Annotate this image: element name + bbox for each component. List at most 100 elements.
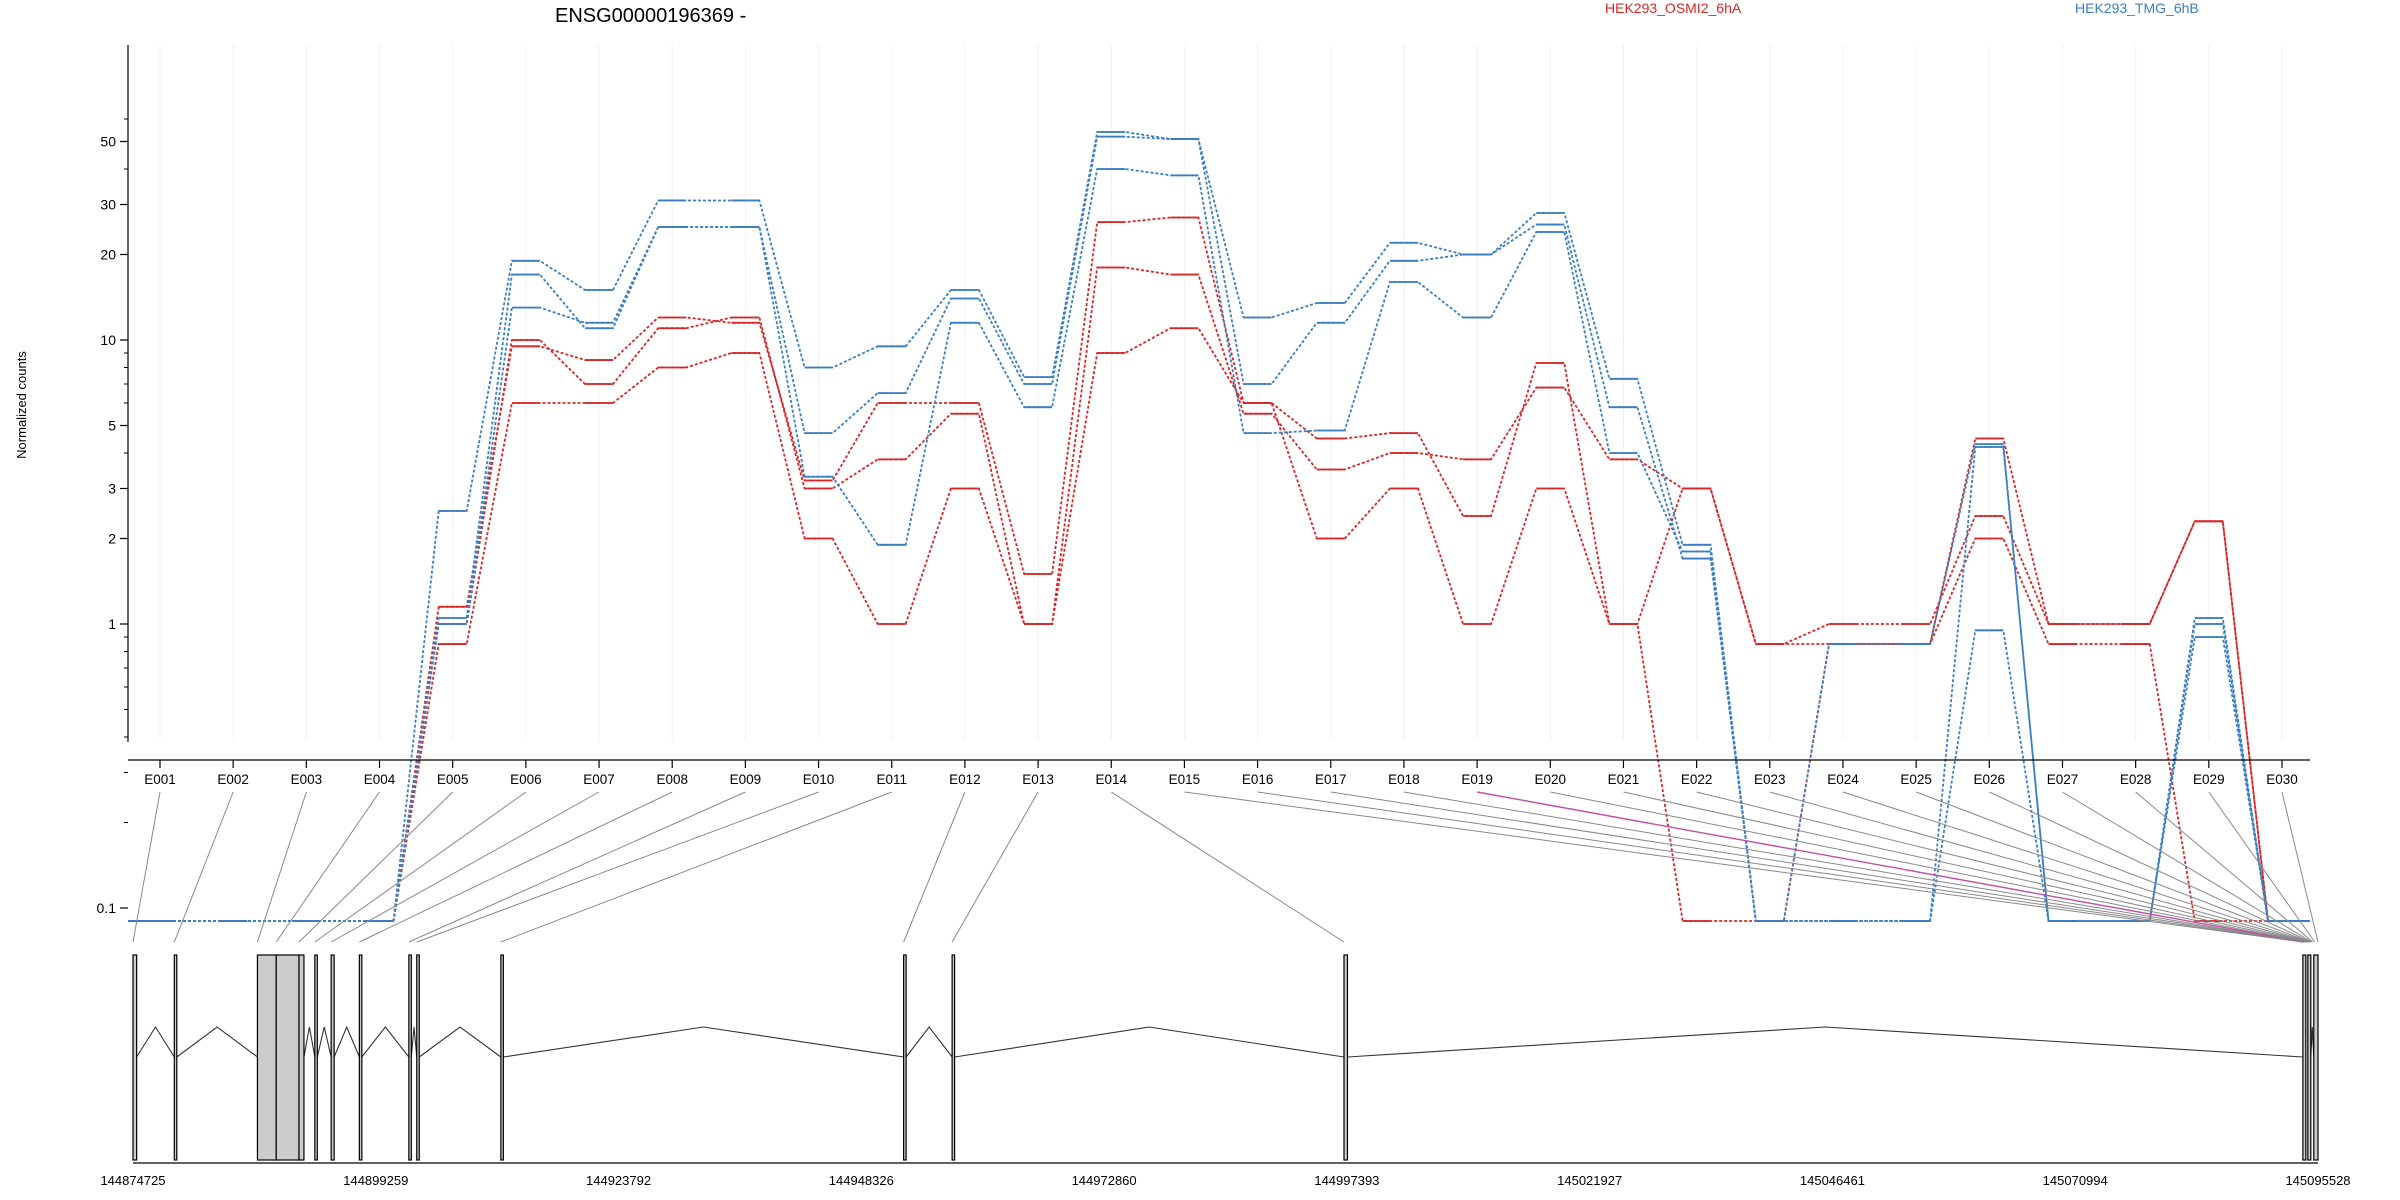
- exon-connector: [1184, 791, 2303, 943]
- y-tick-label: 20: [100, 247, 116, 263]
- x-tick-label: E008: [656, 772, 688, 787]
- exon-connector: [314, 791, 527, 943]
- coordinate-tick-label: 145095528: [2285, 1173, 2350, 1188]
- exon-connector: [2208, 791, 2316, 943]
- exon-connector: [1110, 791, 1345, 943]
- x-tick-label: E012: [949, 772, 981, 787]
- exon-connector: [1257, 791, 2303, 943]
- exon-block: [173, 954, 178, 1161]
- exon-block: [275, 954, 300, 1161]
- x-tick-label: E014: [1095, 772, 1127, 787]
- y-tick-label: 1: [108, 616, 116, 632]
- exon-connector: [408, 791, 746, 943]
- intron: [418, 1026, 502, 1058]
- exon-connector: [1696, 791, 2307, 943]
- exon-connector-highlight: [1476, 791, 2304, 943]
- exon-connector: [500, 791, 892, 943]
- coordinate-tick-label: 144874725: [100, 1173, 165, 1188]
- x-tick-label: E009: [730, 772, 762, 787]
- exon-block: [298, 954, 305, 1161]
- series-layer: [128, 131, 2310, 922]
- exon-connector: [173, 791, 234, 943]
- exon-connector: [298, 791, 454, 943]
- y-tick-label: 5: [108, 417, 116, 433]
- x-tick-label: E013: [1022, 772, 1054, 787]
- exon-block: [408, 954, 412, 1161]
- series-line: [128, 216, 2310, 922]
- y-tick-label: 2: [108, 531, 116, 547]
- exon-connector: [275, 791, 380, 943]
- exon-connector: [2281, 791, 2319, 943]
- exon-block: [2313, 954, 2319, 1161]
- exon-connector: [1915, 791, 2310, 943]
- x-tick-label: E001: [144, 772, 176, 787]
- x-tick-label: E006: [510, 772, 542, 787]
- intron: [316, 1026, 332, 1058]
- exon-connector: [1330, 791, 2303, 943]
- x-tick-label: E015: [1169, 772, 1201, 787]
- exon-connector: [2135, 791, 2314, 943]
- x-tick-label: E030: [2266, 772, 2298, 787]
- series-line: [128, 266, 2310, 922]
- x-tick-label: E018: [1388, 772, 1420, 787]
- x-tick-label: E003: [291, 772, 323, 787]
- coordinate-tick-label: 144972860: [1072, 1173, 1137, 1188]
- x-tick-label: E025: [1900, 772, 1932, 787]
- coordinate-tick-label: 145046461: [1800, 1173, 1865, 1188]
- series-line: [128, 327, 2310, 922]
- series-2: [128, 216, 2310, 922]
- exon-block: [330, 954, 335, 1161]
- x-tick-label: E016: [1242, 772, 1274, 787]
- series-line: [128, 168, 2310, 922]
- x-tick-label: E022: [1681, 772, 1713, 787]
- exon-block: [951, 954, 956, 1161]
- exon-connector: [132, 791, 161, 943]
- x-tick-label: E002: [217, 772, 249, 787]
- exon-block: [1343, 954, 1349, 1161]
- legend-item-osmi2: HEK293_OSMI2_6hA: [1605, 0, 1742, 16]
- y-tick-label: 50: [100, 133, 116, 149]
- exon-connector: [1769, 791, 2308, 943]
- intron: [503, 1026, 904, 1058]
- intron: [905, 1026, 953, 1058]
- chart-title: ENSG00000196369 -: [555, 5, 746, 27]
- x-tick-label: E019: [1461, 772, 1493, 787]
- exon-connector: [951, 791, 1039, 943]
- exon-connector: [2062, 791, 2313, 943]
- intron: [361, 1026, 410, 1058]
- exon-connector: [1842, 791, 2309, 943]
- exon-block: [2307, 954, 2312, 1161]
- x-tick-label: E007: [583, 772, 615, 787]
- x-tick-label: E011: [876, 772, 907, 787]
- intron: [410, 1026, 418, 1058]
- exon-block: [132, 954, 138, 1161]
- gene-model: 144874725 144899259 144923792 144948326 1449…: [100, 954, 2351, 1188]
- exon-block: [314, 954, 318, 1161]
- series-line: [128, 131, 2310, 922]
- x-tick-label: E024: [1827, 772, 1859, 787]
- exon-connector: [359, 791, 673, 943]
- series-line: [128, 135, 2310, 922]
- y-axis-label: Normalized counts: [14, 351, 29, 459]
- legend-item-tmg: HEK293_TMG_6hB: [2075, 0, 2199, 16]
- x-tick-label: E028: [2120, 772, 2152, 787]
- exon-block: [358, 954, 363, 1161]
- intron: [333, 1025, 360, 1058]
- exon-block: [256, 954, 277, 1161]
- coordinate-tick-label: 144899259: [343, 1173, 408, 1188]
- series-3: [128, 168, 2310, 922]
- exon-connector: [416, 791, 819, 943]
- exon-connector: [1989, 791, 2312, 943]
- x-tick-label: E020: [1535, 772, 1567, 787]
- x-tick-label: E026: [1974, 772, 2006, 787]
- x-tick-label: E004: [364, 772, 396, 787]
- exon-connector: [330, 791, 600, 943]
- coordinate-tick-label: 144948326: [829, 1173, 894, 1188]
- exon-connector: [1550, 791, 2305, 943]
- exon-block: [903, 954, 907, 1161]
- coordinate-tick-label: 145070994: [2043, 1173, 2108, 1188]
- coordinate-tick-label: 144923792: [586, 1173, 651, 1188]
- x-tick-label: E017: [1315, 772, 1347, 787]
- y-tick-label: 3: [108, 480, 116, 496]
